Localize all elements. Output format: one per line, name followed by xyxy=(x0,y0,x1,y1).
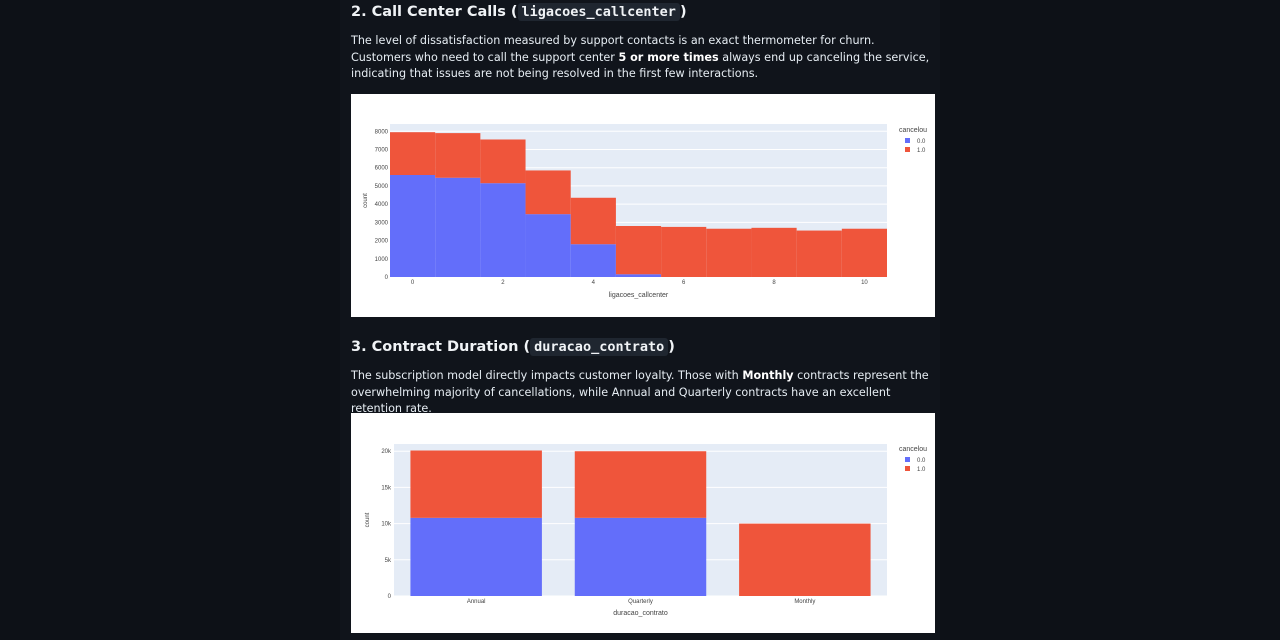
section-3-heading: 3. Contract Duration (duracao_contrato) xyxy=(351,338,675,356)
y-tick-label: 6000 xyxy=(375,166,389,172)
bar-cancelou-0-1 xyxy=(435,177,481,277)
chart-callcenter-container: 0 1000 2000 3000 4000 5000 6000 7000 8000 0 2 4 6 8 10… xyxy=(351,94,935,317)
legend-label-0.0: 0.0 xyxy=(917,139,926,145)
y-tick-label: 3000 xyxy=(375,220,389,226)
y-tick-label: 5k xyxy=(385,558,392,564)
y-axis-label: count xyxy=(365,512,371,527)
bar-cancelou-0-2 xyxy=(480,183,526,277)
x-tick-label: 6 xyxy=(682,280,686,286)
bar-cancelou-1-3 xyxy=(525,170,571,215)
bar-cancelou-1-9 xyxy=(796,230,842,277)
bar-cancelou-1-monthly xyxy=(739,523,871,596)
legend-swatch-0.0 xyxy=(905,457,910,462)
legend-swatch-1.0 xyxy=(905,466,910,471)
y-tick-label: 4000 xyxy=(375,202,389,208)
y-tick-label: 20k xyxy=(381,449,392,455)
section-3-bold: Monthly xyxy=(742,369,794,382)
bar-cancelou-1-annual xyxy=(410,450,542,518)
y-tick-label: 0 xyxy=(385,275,389,281)
legend-title: cancelou xyxy=(899,127,927,134)
bar-cancelou-0-5 xyxy=(615,274,662,277)
bar-cancelou-0-0 xyxy=(390,175,436,277)
y-tick-label: 8000 xyxy=(375,129,389,135)
x-tick-label: Quarterly xyxy=(628,599,653,605)
bar-cancelou-1-0 xyxy=(390,132,436,175)
y-axis-label: count xyxy=(363,193,369,208)
x-tick-label: Monthly xyxy=(794,599,815,605)
legend-label-0.0: 0.0 xyxy=(917,458,926,464)
bar-cancelou-1-8 xyxy=(751,227,797,277)
legend-swatch-0.0 xyxy=(905,138,910,143)
y-tick-label: 1000 xyxy=(375,257,389,263)
x-tick-label: 10 xyxy=(861,280,868,286)
x-tick-label: 4 xyxy=(592,280,596,286)
y-tick-label: 15k xyxy=(381,485,392,491)
x-tick-label: Annual xyxy=(467,599,486,605)
chart-contract: 0 5k 10k 15k 20k Annual Quarterly Monthly duraca… xyxy=(365,444,927,617)
bar-cancelou-1-7 xyxy=(706,228,752,277)
x-axis-label: ligacoes_callcenter xyxy=(609,292,669,299)
bar-cancelou-1-6 xyxy=(661,226,707,277)
bar-cancelou-1-10 xyxy=(841,228,887,277)
bar-cancelou-0-quarterly xyxy=(574,517,707,596)
section-3-paragraph: The subscription model directly impacts … xyxy=(351,369,929,415)
legend-swatch-1.0 xyxy=(905,147,910,152)
bar-cancelou-0-3 xyxy=(525,214,571,277)
x-tick-label: 2 xyxy=(501,280,505,286)
y-tick-label: 0 xyxy=(388,594,392,600)
chart-callcenter: 0 1000 2000 3000 4000 5000 6000 7000 8000 0 2 4 6 8 10… xyxy=(363,124,927,299)
x-tick-label: 8 xyxy=(772,280,776,286)
section-2-heading: 2. Call Center Calls (ligacoes_callcente… xyxy=(351,3,687,21)
y-tick-label: 2000 xyxy=(375,239,389,245)
section-2-paragraph: The level of dissatisfaction measured by… xyxy=(351,34,930,80)
x-axis-label: duracao_contrato xyxy=(613,610,668,617)
section-2-heading-code: ligacoes_callcenter xyxy=(517,3,680,21)
bar-cancelou-0-annual xyxy=(410,517,542,596)
bar-cancelou-1-quarterly xyxy=(574,451,707,518)
section-2-bold: 5 or more times xyxy=(618,50,719,64)
legend-title: cancelou xyxy=(899,446,927,453)
x-tick-label: 0 xyxy=(411,280,415,286)
bar-cancelou-0-4 xyxy=(570,244,616,277)
y-tick-label: 7000 xyxy=(375,148,389,154)
chart-contract-container: 0 5k 10k 15k 20k Annual Quarterly Monthly duraca… xyxy=(351,413,935,633)
bar-cancelou-1-1 xyxy=(435,133,481,178)
y-tick-label: 5000 xyxy=(375,184,389,190)
legend-label-1.0: 1.0 xyxy=(917,148,926,154)
bar-cancelou-1-5 xyxy=(615,226,662,275)
legend-label-1.0: 1.0 xyxy=(917,467,926,473)
section-3-heading-code: duracao_contrato xyxy=(530,338,669,356)
bar-cancelou-1-2 xyxy=(480,139,526,184)
y-tick-label: 10k xyxy=(381,522,392,528)
bar-cancelou-1-4 xyxy=(570,197,616,245)
